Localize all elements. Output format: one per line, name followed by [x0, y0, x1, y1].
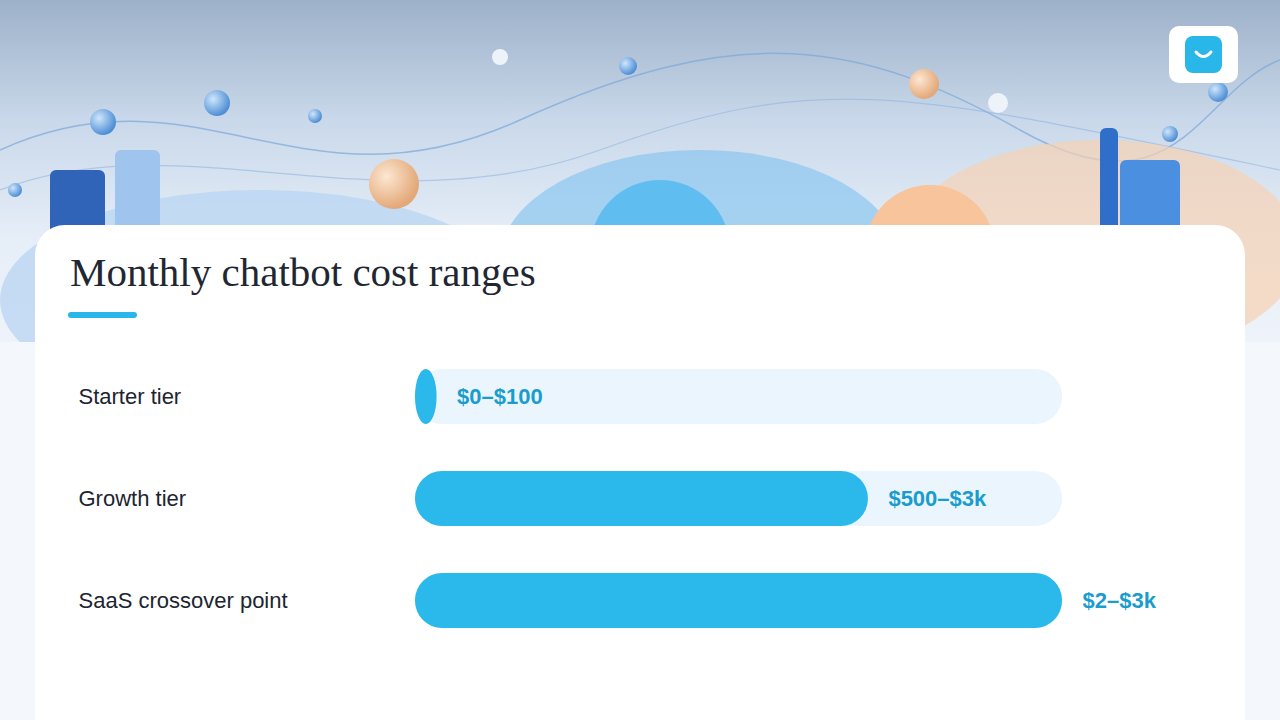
- html-text:Monthly chatbot cost ranges: Monthly chatbot cost ranges: [70, 249, 536, 295]
- svg-text:SaaS crossover point: SaaS crossover point: [79, 588, 288, 613]
- svg-text:Starter tier: Starter tier: [79, 384, 182, 409]
- svg-text:$2–$3k: $2–$3k: [1083, 588, 1157, 613]
- svg-text:$500–$3k: $500–$3k: [888, 486, 987, 511]
- svg-text:$0–$100: $0–$100: [457, 384, 543, 409]
- svg-text:Growth tier: Growth tier: [79, 486, 187, 511]
